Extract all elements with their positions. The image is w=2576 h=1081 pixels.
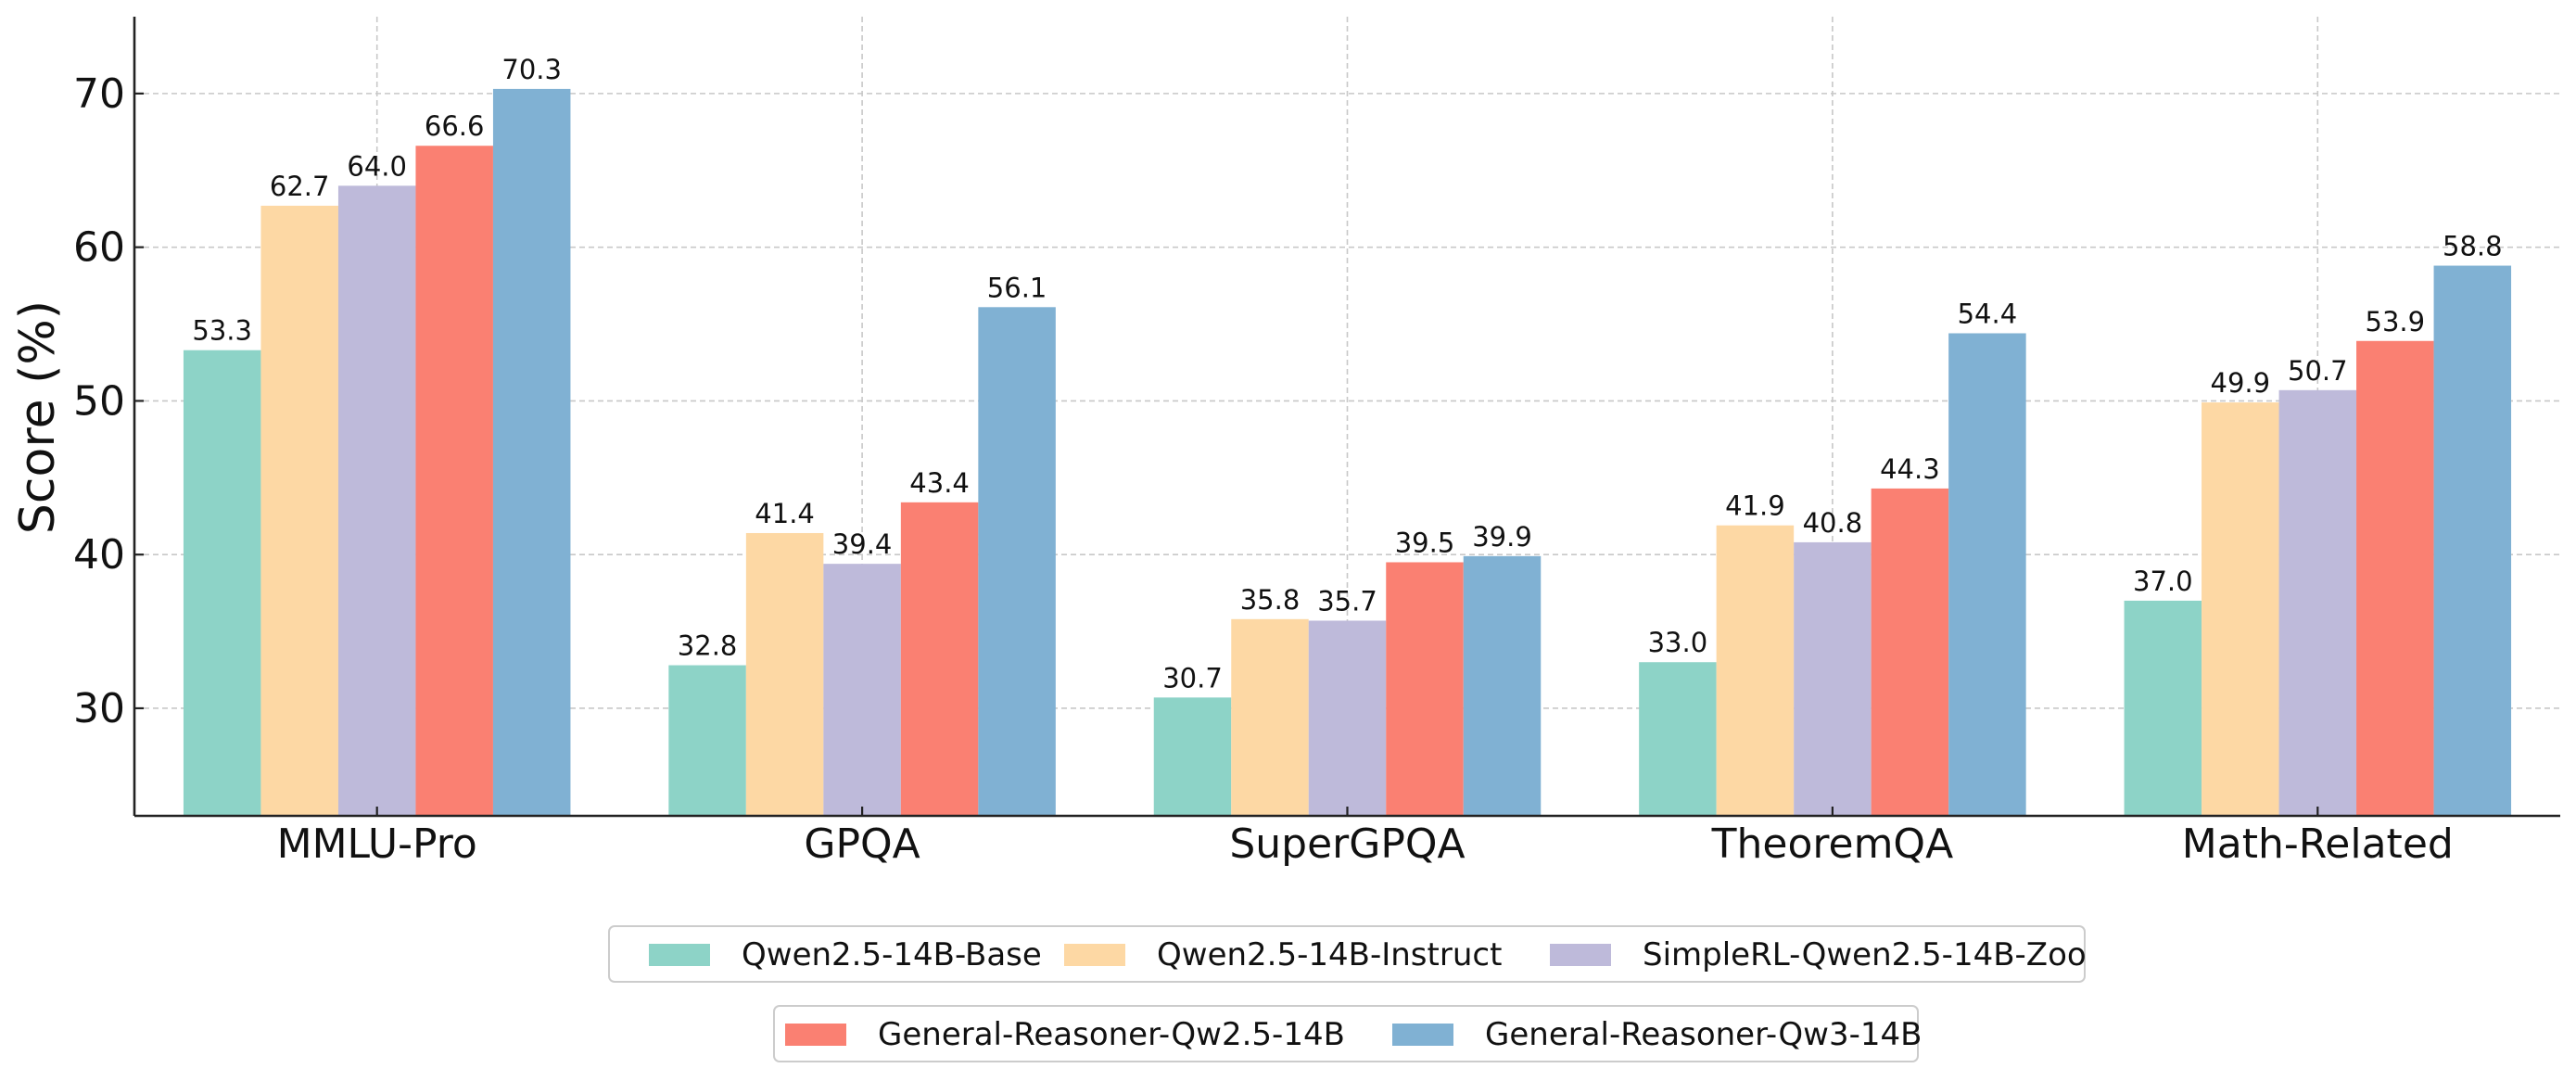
bar-value-label: 49.9 (2211, 367, 2271, 399)
bar-value-label: 66.6 (425, 110, 485, 142)
bar (1716, 525, 1795, 816)
bar-value-label: 44.3 (1880, 453, 1940, 485)
bar (183, 350, 261, 816)
bar-value-label: 50.7 (2288, 355, 2348, 387)
bar (1639, 662, 1717, 816)
bar-value-label: 39.9 (1472, 521, 1532, 553)
bar (1308, 620, 1387, 816)
bar-value-label: 70.3 (501, 54, 562, 85)
bar (1463, 555, 1542, 816)
bar (492, 88, 571, 816)
data-labels: 53.3 32.8 30.7 33.0 37.0 62.7 41.4 35.8 41.9 49.9… (192, 54, 2502, 693)
legend-label: General-Reasoner-Qw2.5-14B (878, 1016, 1345, 1053)
bar-value-label: 53.3 (192, 315, 252, 347)
bar-value-label: 64.0 (347, 150, 407, 182)
x-tick-label: MMLU-Pro (277, 820, 477, 868)
bar-value-label: 35.8 (1240, 584, 1301, 616)
bar (900, 502, 979, 816)
bar (2278, 389, 2357, 816)
y-tick-label: 30 (73, 685, 125, 732)
bar (1386, 562, 1464, 816)
legend: Qwen2.5-14B-Base Qwen2.5-14B-Instruct Simp… (608, 925, 2087, 1062)
bar-value-label: 30.7 (1162, 662, 1223, 693)
bar-value-label: 39.4 (832, 528, 893, 560)
bar-value-label: 43.4 (909, 467, 970, 499)
bar-value-label: 35.7 (1317, 585, 1377, 617)
legend-swatch (785, 1024, 846, 1046)
bar-value-label: 39.5 (1395, 527, 1455, 558)
y-tick-label: 60 (73, 224, 125, 272)
bar-value-label: 62.7 (270, 171, 330, 202)
legend-swatch (1550, 944, 1611, 966)
legend-box (608, 925, 2086, 983)
bar-value-label: 33.0 (1648, 627, 1708, 658)
y-tick-label: 40 (73, 531, 125, 579)
y-axis-label: Score (%) (10, 300, 66, 534)
legend-swatch (1064, 944, 1125, 966)
bar (260, 205, 338, 817)
bar-value-label: 54.4 (1958, 298, 2018, 329)
bar-value-label: 41.9 (1725, 490, 1785, 522)
y-tick-label: 50 (73, 377, 125, 425)
legend-label: Qwen2.5-14B-Base (742, 936, 1042, 973)
bar (2202, 402, 2279, 816)
x-tick-label: TheoremQA (1711, 820, 1954, 868)
bar-value-label: 58.8 (2443, 231, 2503, 262)
bar-value-label: 37.0 (2133, 566, 2193, 597)
bar-value-label: 56.1 (987, 272, 1047, 303)
bar (745, 532, 824, 816)
bar (337, 185, 416, 816)
legend-swatch (1392, 1024, 1453, 1046)
y-tick-label: 70 (73, 70, 125, 118)
bar (2356, 340, 2434, 816)
legend-label: Qwen2.5-14B-Instruct (1157, 936, 1502, 973)
bar (2433, 265, 2512, 816)
bar (1153, 697, 1232, 816)
axes: 30 40 50 60 70 MMLU-Pro GPQA SuperGPQA TheoremQA… (73, 17, 2560, 868)
bar-value-label: 41.4 (755, 498, 815, 529)
bar (978, 307, 1056, 816)
bar (415, 146, 493, 816)
legend-swatch (649, 944, 710, 966)
bar (1231, 618, 1309, 816)
bar-value-label: 53.9 (2366, 306, 2426, 337)
bar (668, 665, 746, 816)
x-tick-label: GPQA (804, 820, 920, 868)
bar (1871, 488, 1949, 816)
x-tick-label: Math-Related (2182, 820, 2454, 868)
bar (1794, 541, 1872, 816)
legend-box (773, 1005, 1919, 1062)
legend-label: SimpleRL-Qwen2.5-14B-Zoo (1643, 936, 2087, 973)
x-tick-label: SuperGPQA (1229, 820, 1465, 868)
bar-value-label: 40.8 (1803, 507, 1863, 539)
bar-value-label: 32.8 (678, 630, 738, 662)
bar (2124, 600, 2202, 816)
bar (823, 564, 901, 816)
bar (1948, 333, 2026, 816)
bars (183, 88, 2512, 817)
legend-label: General-Reasoner-Qw3-14B (1485, 1016, 1922, 1053)
